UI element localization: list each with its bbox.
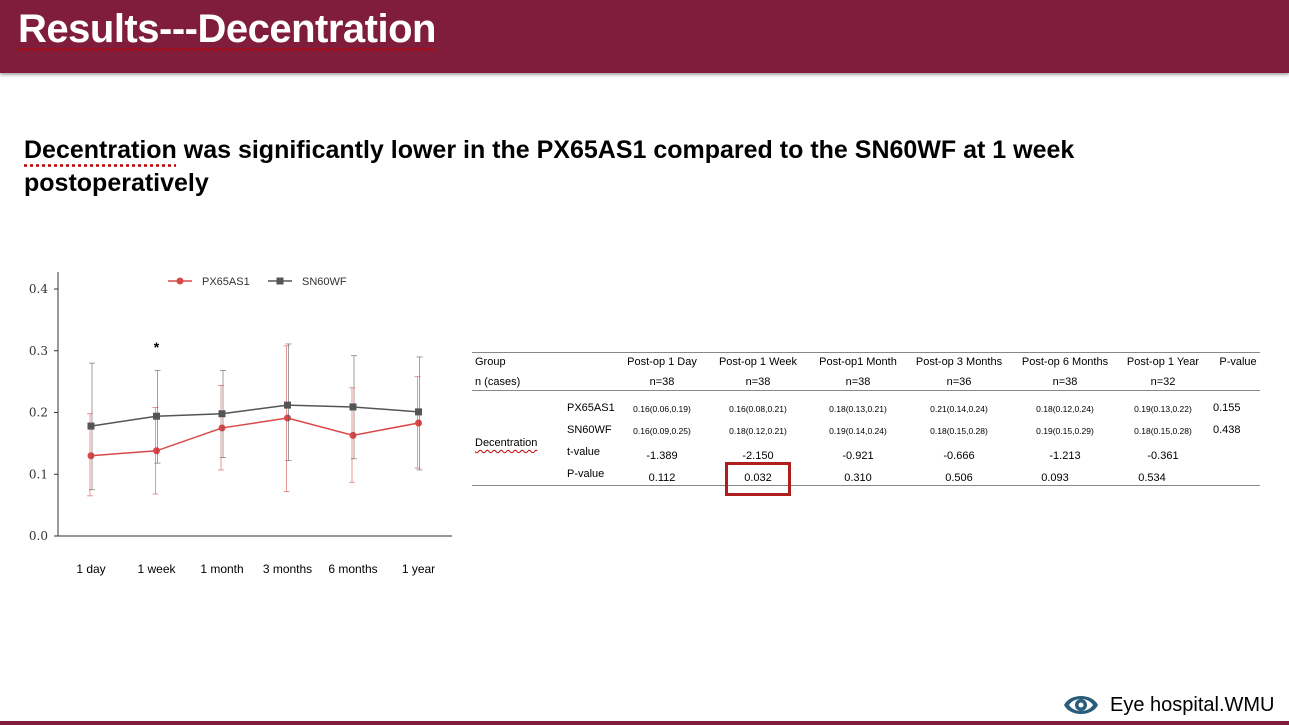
x-tick-label: 6 months [328, 562, 377, 576]
table-cell: 0.16(0.08,0.21) [729, 404, 787, 414]
legend-label: PX65AS1 [202, 276, 250, 288]
data-point [218, 410, 226, 418]
y-tick-label: 0.2 [29, 406, 48, 420]
x-tick-label: 1 month [200, 562, 243, 576]
data-point [87, 422, 95, 430]
table-cell: 0.18(0.13,0.21) [829, 404, 887, 414]
results-table: Group Post-op 1 Day Post-op 1 Week Post-… [472, 350, 1260, 496]
subtitle-text: was significantly lower in the PX65AS1 c… [24, 136, 1075, 197]
table-cell: 0.19(0.13,0.22) [1134, 404, 1192, 414]
table-row-label: P-value [567, 468, 605, 480]
table-cell-highlighted: 0.032 [744, 472, 772, 484]
data-point [349, 431, 357, 439]
legend-marker-sn60wf [276, 277, 284, 285]
table-header-month1: Post-op1 Month [819, 356, 897, 368]
table-n-value: n=38 [845, 376, 871, 388]
table-n-value: n=38 [1052, 376, 1078, 388]
data-point [284, 401, 291, 409]
x-tick-label: 1 year [402, 562, 435, 576]
table-header-month6: Post-op 6 Months [1021, 356, 1109, 368]
slide-title: Results---Decentration [18, 7, 436, 51]
footer-institution: Eye hospital.WMU [1110, 694, 1275, 716]
table-cell: -0.361 [1147, 450, 1179, 462]
table-cell: 0.16(0.09,0.25) [633, 426, 691, 436]
table-header-rule [472, 390, 1260, 391]
table-cell: 0.112 [648, 472, 676, 484]
table-cell: 0.18(0.12,0.21) [729, 426, 787, 436]
table-cell: 0.21(0.14,0.24) [930, 404, 988, 414]
table-row-label: PX65AS1 [567, 402, 615, 414]
table-group-label: Decentration [475, 437, 538, 449]
table-n-label: n (cases) [475, 376, 521, 388]
table-n-value: n=38 [745, 376, 771, 388]
table-top-rule [472, 352, 1260, 353]
table-header-month3: Post-op 3 Months [915, 356, 1003, 368]
table-n-value: n=38 [649, 376, 675, 388]
decentration-line-chart: 0.0 0.1 0.2 0.3 0.4 1 day 1 week 1 month 3 month… [29, 272, 452, 576]
data-point [153, 447, 160, 455]
title-bar: Results---Decentration [0, 0, 1289, 73]
table-row-pvalue: 0.438 [1213, 424, 1241, 436]
subtitle-keyword: Decentration [24, 136, 177, 164]
y-tick-label: 0.3 [29, 344, 48, 358]
table-cell: -0.921 [842, 450, 874, 462]
data-point [284, 414, 291, 422]
slide-subtitle: Decentration was significantly lower in … [24, 134, 1244, 200]
data-point [87, 452, 95, 460]
table-n-value: n=36 [946, 376, 972, 388]
data-point [218, 424, 226, 432]
table-row-label: SN60WF [567, 424, 612, 436]
table-cell: 0.506 [945, 472, 973, 484]
series-line-sn60wf [90, 404, 419, 427]
table-n-value: n=32 [1150, 376, 1176, 388]
table-cell: -1.213 [1049, 450, 1081, 462]
table-header-group: Group [475, 356, 506, 368]
table-cell: 0.16(0.06,0.19) [633, 404, 691, 414]
table-cell: -2.150 [742, 450, 774, 462]
data-point [415, 408, 422, 416]
table-cell: 0.19(0.15,0.29) [1036, 426, 1094, 436]
table-bottom-rule [472, 485, 1260, 486]
y-tick-label: 0.1 [29, 467, 48, 481]
eye-logo-icon [1064, 696, 1098, 714]
table-header-year1: Post-op 1 Year [1126, 356, 1200, 368]
table-cell: 0.19(0.14,0.24) [829, 426, 887, 436]
significance-asterisk: * [154, 339, 160, 355]
table-cell: 0.18(0.12,0.24) [1036, 404, 1094, 414]
table-cell: 0.310 [844, 472, 872, 484]
table-header-day1: Post-op 1 Day [627, 356, 697, 368]
data-point [349, 403, 357, 411]
y-tick-label: 0.0 [29, 529, 48, 543]
x-tick-label: 1 day [76, 562, 105, 576]
footer-rule [0, 721, 1289, 725]
y-tick-label: 0.4 [29, 282, 48, 296]
legend-label: SN60WF [302, 276, 347, 288]
legend-marker-px65as1 [176, 277, 184, 285]
table-row-label: t-value [567, 446, 601, 458]
significance-highlight-box [725, 462, 791, 496]
table-header-pvalue: P-value [1219, 356, 1257, 368]
table-cell: 0.18(0.15,0.28) [930, 426, 988, 436]
table-cell: 0.18(0.15,0.28) [1134, 426, 1192, 436]
table-cell: 0.093 [1041, 472, 1069, 484]
x-tick-label: 3 months [263, 562, 312, 576]
data-point [153, 412, 160, 420]
table-row-pvalue: 0.155 [1213, 402, 1241, 414]
table-cell: -0.666 [943, 450, 975, 462]
x-tick-label: 1 week [137, 562, 176, 576]
series-line-px65as1 [90, 417, 419, 457]
table-cell: -1.389 [646, 450, 678, 462]
table-header-week1: Post-op 1 Week [718, 356, 798, 368]
table-cell: 0.534 [1138, 472, 1166, 484]
data-point [415, 419, 422, 427]
